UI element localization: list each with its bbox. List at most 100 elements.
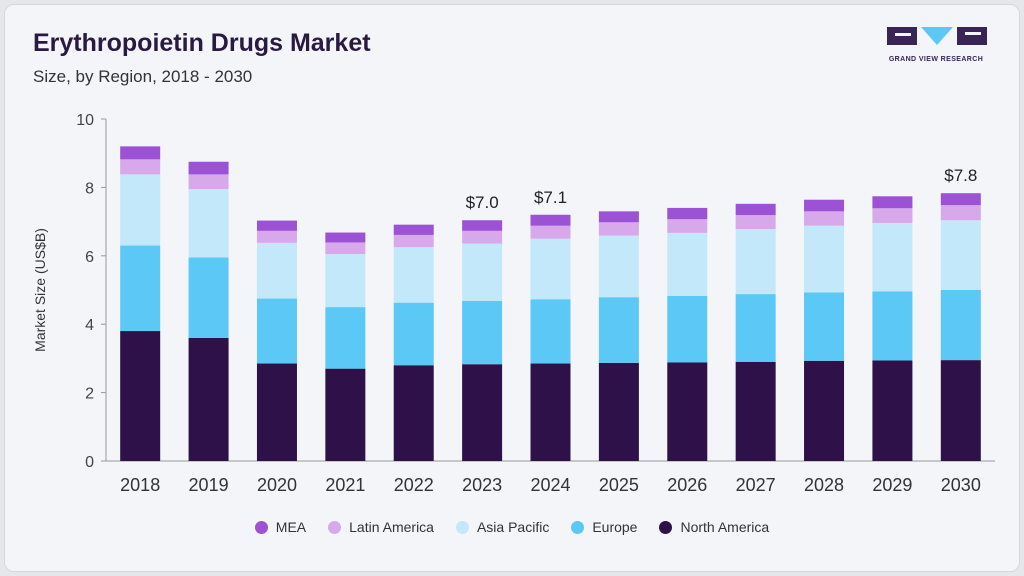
data-label: $7.1 xyxy=(534,188,567,207)
chart-legend: MEA Latin America Asia Pacific Europe North … xyxy=(5,519,1019,535)
bar-segment xyxy=(598,235,639,298)
legend-item: Latin America xyxy=(328,519,434,535)
bar-segment xyxy=(462,243,503,301)
bar-segment xyxy=(872,360,913,461)
bar-segment xyxy=(940,220,981,290)
bar-chart: 0 2 4 6 8 10 Market Size (US$B) 2018 2019 2020 202… xyxy=(32,112,995,495)
logo-text: GRAND VIEW RESEARCH xyxy=(888,56,984,63)
bar-segment xyxy=(188,161,229,175)
data-label: $7.0 xyxy=(466,193,499,212)
bar-segment xyxy=(940,360,981,461)
bar-segment xyxy=(667,219,708,233)
bar-segment xyxy=(462,220,503,231)
x-tick-label: 2030 xyxy=(941,475,981,495)
bar-segment xyxy=(120,159,161,175)
x-tick-label: 2027 xyxy=(736,475,776,495)
y-tick-label: 8 xyxy=(85,180,94,197)
bar-segment xyxy=(393,365,434,461)
bar-segment xyxy=(667,232,708,296)
legend-label: North America xyxy=(680,519,770,535)
y-tick-label: 0 xyxy=(85,454,94,471)
bar-segment xyxy=(393,247,434,303)
x-tick-label: 2029 xyxy=(872,475,912,495)
chart-title: Erythropoietin Drugs Market xyxy=(33,29,371,57)
legend-label: Europe xyxy=(592,519,638,535)
legend-swatch xyxy=(328,520,342,534)
bar-segment xyxy=(256,298,297,364)
bar-segment xyxy=(872,196,913,209)
bar-segment xyxy=(598,297,639,363)
bar-segment xyxy=(325,307,366,369)
x-tick-label: 2024 xyxy=(530,475,570,495)
bar-segment xyxy=(735,229,776,295)
bar-segment xyxy=(804,225,845,293)
x-tick-label: 2020 xyxy=(257,475,297,495)
legend-label: MEA xyxy=(275,519,307,535)
y-tick-label: 2 xyxy=(85,386,94,403)
bar-segment xyxy=(530,299,571,364)
bar-segment xyxy=(530,214,571,226)
bar-segment xyxy=(872,291,913,361)
legend-swatch xyxy=(254,520,268,534)
x-tick-label: 2025 xyxy=(599,475,639,495)
bar-segment xyxy=(325,254,366,308)
data-label: $7.8 xyxy=(944,166,977,185)
bar-segment xyxy=(325,368,366,461)
bar-segment xyxy=(120,174,161,246)
bar-segment xyxy=(872,208,913,223)
bar-segment xyxy=(188,189,229,258)
legend-item: North America xyxy=(659,519,769,535)
legend-label: Latin America xyxy=(349,519,434,535)
bar-segment xyxy=(393,224,434,235)
bar-segment xyxy=(325,232,366,243)
bar-segment xyxy=(120,331,161,461)
bar-segment xyxy=(530,225,571,239)
legend-item: Asia Pacific xyxy=(455,519,550,535)
bar-segment xyxy=(667,362,708,461)
bar-segment xyxy=(667,207,708,220)
x-tick-label: 2028 xyxy=(804,475,844,495)
bar-segment xyxy=(462,300,503,365)
bar-segment xyxy=(598,222,639,236)
y-axis-label: Market Size (US$B) xyxy=(32,228,48,352)
bar-segment xyxy=(393,302,434,366)
bar-segment xyxy=(256,242,297,299)
bar-segment xyxy=(598,211,639,223)
bar-segment xyxy=(667,295,708,363)
x-tick-label: 2019 xyxy=(189,475,229,495)
bar-segment xyxy=(256,230,297,243)
chart-card: Erythropoietin Drugs Market Size, by Reg… xyxy=(4,4,1020,572)
legend-item: Europe xyxy=(571,519,637,535)
legend-swatch xyxy=(455,520,469,534)
bar-segment xyxy=(325,242,366,255)
bar-segment xyxy=(598,362,639,461)
bar-segment xyxy=(735,203,776,216)
legend-label: Asia Pacific xyxy=(476,519,550,535)
x-tick-label: 2021 xyxy=(325,475,365,495)
bar-segment xyxy=(120,146,161,160)
bar-segment xyxy=(735,361,776,461)
bar-segment xyxy=(940,290,981,361)
bar-segment xyxy=(940,193,981,206)
bar-segment xyxy=(188,257,229,338)
bar-segment xyxy=(188,337,229,461)
bar-segment xyxy=(256,363,297,461)
bar-segment xyxy=(804,360,845,461)
bar-segment xyxy=(804,292,845,361)
bar-segment xyxy=(530,238,571,300)
gvr-logo-icon xyxy=(887,27,987,45)
bar-segment xyxy=(940,205,981,221)
bar-segment xyxy=(393,234,434,248)
bar-segment xyxy=(256,220,297,231)
chart-subtitle: Size, by Region, 2018 - 2030 xyxy=(33,67,253,86)
y-tick-label: 10 xyxy=(76,112,94,129)
x-tick-label: 2023 xyxy=(462,475,502,495)
bar-segment xyxy=(735,215,776,230)
bar-segment xyxy=(735,294,776,362)
bar-segment xyxy=(188,174,229,190)
legend-item: MEA xyxy=(254,519,307,535)
bar-segment xyxy=(462,230,503,244)
x-tick-label: 2022 xyxy=(394,475,434,495)
bar-segment xyxy=(530,363,571,461)
legend-swatch xyxy=(571,520,585,534)
